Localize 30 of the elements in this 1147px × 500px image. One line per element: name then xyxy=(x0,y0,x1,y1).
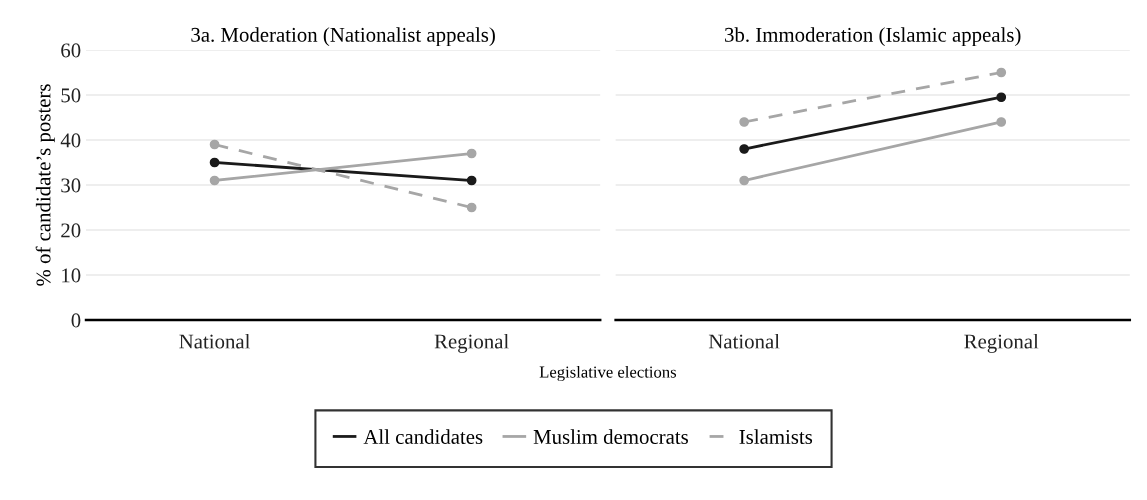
y-tick-label: 40 xyxy=(60,133,81,148)
y-tick-label: 10 xyxy=(62,268,81,283)
y-tick-label: 30 xyxy=(61,178,81,193)
legend-label: All candidates xyxy=(363,429,483,444)
y-tick-label: 20 xyxy=(61,223,81,238)
legend-label: Muslim democrats xyxy=(533,429,688,444)
legend-label: Islamists xyxy=(739,429,813,444)
chart-title: 3b. Immoderation (Islamic appeals) xyxy=(725,27,1021,47)
y-axis-title: % of candidate’s posters xyxy=(35,84,55,286)
point xyxy=(996,92,1007,103)
point xyxy=(996,117,1007,127)
x-tick-label: National xyxy=(179,333,251,349)
point xyxy=(996,67,1007,78)
y-tick-label: 60 xyxy=(61,43,81,58)
y-tick-label: 0 xyxy=(71,313,81,328)
point xyxy=(209,157,220,168)
y-tick-label: 50 xyxy=(61,88,81,103)
point xyxy=(739,144,750,154)
point xyxy=(209,139,220,150)
chart-title: 3a. Moderation (Nationalist appeals) xyxy=(191,27,495,47)
x-axis-title: Legislative elections xyxy=(539,365,677,382)
point xyxy=(209,175,220,186)
point xyxy=(466,175,477,186)
point xyxy=(466,202,477,213)
x-tick-label: Regional xyxy=(964,333,1039,353)
point xyxy=(466,148,477,159)
point xyxy=(739,117,750,127)
point xyxy=(739,175,750,186)
x-tick-label: National xyxy=(708,333,780,349)
x-tick-label: Regional xyxy=(434,333,509,353)
